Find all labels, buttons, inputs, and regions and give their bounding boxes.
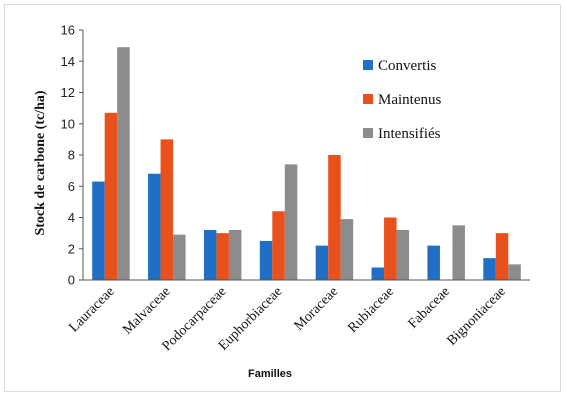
x-axis-label: Familles	[248, 368, 292, 380]
legend-label-convertis: Convertis	[378, 58, 436, 74]
y-tick-label: 6	[68, 179, 75, 194]
bar-convertis-podocarpaceae	[203, 230, 217, 280]
legend: Convertis Maintenus Intensifiés	[363, 58, 441, 142]
bar-convertis-euphorbiaceae	[259, 240, 273, 280]
bar-convertis-rubiaceae	[371, 267, 385, 280]
bar-intensifiés-fabaceae	[452, 225, 465, 280]
bar-maintenus-malvaceae	[160, 139, 174, 280]
x-tick-label: Malvaceae	[120, 284, 173, 337]
bar-maintenus-bignoniaceae	[495, 233, 509, 280]
bar-maintenus-lauraceae	[104, 112, 118, 280]
axes	[82, 30, 530, 281]
x-axis-ticks: Lauraceae MalvaceaePodocarpaceaeEuphorbia…	[67, 284, 509, 354]
x-tick-label: Rubiaceae	[345, 284, 397, 336]
x-tick-label: Moraceae	[292, 284, 342, 334]
y-axis-label: Stock de carbone (tc/ha)	[33, 90, 48, 235]
bar-convertis-fabaceae	[427, 245, 440, 280]
legend-swatch-convertis	[363, 60, 373, 70]
legend-label-intensifiés: Intensifiés	[378, 126, 441, 142]
bar-intensifiés-moraceae	[340, 219, 354, 280]
y-tick-label: 8	[68, 148, 75, 163]
y-axis-ticks: 0 2 4 6 8 10 12 14 16	[61, 23, 83, 288]
bar-intensifiés-bignoniaceae	[508, 264, 521, 280]
bar-maintenus-rubiaceae	[384, 217, 397, 280]
bar-maintenus-moraceae	[328, 155, 341, 280]
bar-intensifiés-malvaceae	[173, 234, 186, 280]
bar-intensifiés-rubiaceae	[396, 230, 410, 280]
bar-convertis-malvaceae	[148, 173, 161, 280]
x-tick-label: Bignoniaceae	[444, 284, 508, 348]
y-tick-label: 10	[61, 116, 75, 131]
legend-swatch-intensifiés	[363, 128, 373, 138]
legend-swatch-maintenus	[363, 94, 373, 104]
bars	[92, 47, 521, 280]
bar-maintenus-euphorbiaceae	[272, 211, 285, 280]
y-tick-label: 14	[61, 54, 75, 69]
y-tick-label: 16	[61, 23, 75, 38]
y-tick-label: 12	[61, 85, 75, 100]
bar-convertis-lauraceae	[92, 181, 105, 280]
y-tick-label: 0	[68, 273, 75, 288]
bar-convertis-bignoniaceae	[483, 258, 496, 280]
y-tick-label: 4	[68, 210, 75, 225]
bar-convertis-moraceae	[315, 245, 329, 280]
bar-intensifiés-lauraceae	[117, 47, 130, 280]
bar-intensifiés-podocarpaceae	[228, 230, 242, 280]
bar-intensifiés-euphorbiaceae	[284, 164, 298, 280]
legend-label-maintenus: Maintenus	[378, 92, 441, 108]
x-tick-label: Fabaceae	[406, 284, 453, 331]
y-tick-label: 2	[68, 241, 75, 256]
bar-maintenus-podocarpaceae	[216, 233, 229, 280]
x-tick-label: Lauraceae	[67, 284, 118, 335]
